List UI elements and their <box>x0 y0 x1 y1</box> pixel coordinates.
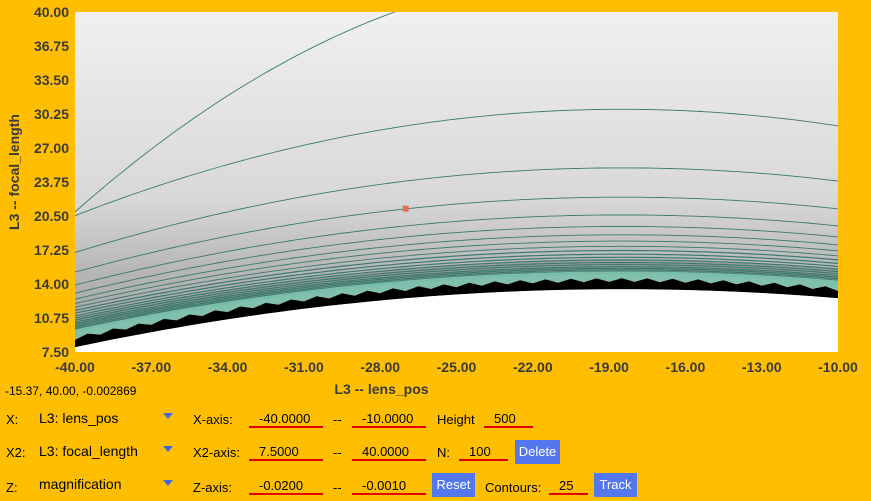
boundary-edge <box>75 278 838 348</box>
x2-label: X2: <box>6 445 26 460</box>
x2axis-dash: -- <box>333 445 342 460</box>
y-tick-label: 10.75 <box>34 310 69 326</box>
x2axis-label: X2-axis: <box>193 445 240 460</box>
y-tick-label: 7.50 <box>42 344 69 360</box>
y-tick-label: 20.50 <box>34 208 69 224</box>
contour-line <box>75 167 838 253</box>
xaxis-label: X-axis: <box>193 412 233 427</box>
contour-line <box>75 269 838 328</box>
contours-label: Contours: <box>485 480 542 495</box>
x2-select[interactable]: L3: focal_length <box>39 443 138 459</box>
reset-button[interactable]: Reset <box>432 473 475 497</box>
contour-line <box>75 259 838 319</box>
contour-line <box>75 234 838 300</box>
n-label: N: <box>437 445 450 460</box>
x-dropdown-icon[interactable] <box>163 413 173 419</box>
y-tick-label: 17.25 <box>34 242 69 258</box>
cursor-readout: -15.37, 40.00, -0.002869 <box>5 384 137 398</box>
contour-line <box>75 256 838 317</box>
x-tick-label: -28.00 <box>360 359 400 375</box>
x-select[interactable]: L3: lens_pos <box>39 410 119 426</box>
y-tick-label: 23.75 <box>34 174 69 190</box>
z-dropdown-icon[interactable] <box>163 480 173 486</box>
y-tick-label: 14.00 <box>34 276 69 292</box>
xaxis-max-input[interactable] <box>352 410 426 428</box>
x2axis-min-input[interactable] <box>249 443 323 461</box>
zaxis-min-input[interactable] <box>249 477 323 495</box>
contour-line <box>75 253 838 314</box>
contour-line <box>75 196 838 273</box>
height-input[interactable] <box>484 410 533 428</box>
zaxis-label: Z-axis: <box>193 480 232 495</box>
zaxis-dash: -- <box>333 480 342 495</box>
contours-input[interactable] <box>549 477 588 495</box>
x-tick-label: -25.00 <box>437 359 477 375</box>
x-tick-label: -22.00 <box>513 359 553 375</box>
contour-line <box>75 249 838 312</box>
z-label: Z: <box>6 480 18 495</box>
x-tick-label: -40.00 <box>55 359 95 375</box>
delete-button[interactable]: Delete <box>515 440 560 464</box>
x-tick-label: -31.00 <box>284 359 324 375</box>
y-tick-label: 40.00 <box>34 4 69 20</box>
x-tick-label: -37.00 <box>131 359 171 375</box>
x-tick-label: -10.00 <box>818 359 858 375</box>
x2-dropdown-icon[interactable] <box>163 446 173 452</box>
z-select[interactable]: magnification <box>39 476 122 492</box>
y-tick-label: 30.25 <box>34 106 69 122</box>
xaxis-min-input[interactable] <box>249 410 323 428</box>
contour-line <box>75 226 838 294</box>
contour-line <box>75 214 838 286</box>
contour-line <box>75 245 838 308</box>
contour-band <box>75 271 838 339</box>
x-axis-title: L3 -- lens_pos <box>334 381 428 397</box>
x2axis-max-input[interactable] <box>352 443 426 461</box>
contour-plot[interactable]: -40.00 -37.00 -34.00 -31.00 -28.00 -25.00 -22.… <box>0 0 871 400</box>
height-label: Height <box>437 412 475 427</box>
contour-line <box>75 264 838 323</box>
x-label: X: <box>6 412 19 427</box>
contour-line <box>75 12 396 213</box>
x-tick-label: -16.00 <box>666 359 706 375</box>
xaxis-dash: -- <box>333 412 342 427</box>
contour-line <box>75 240 838 304</box>
y-tick-label: 33.50 <box>34 72 69 88</box>
contour-line <box>75 267 838 326</box>
y-tick-label: 27.00 <box>34 140 69 156</box>
track-button[interactable]: Track <box>594 473 637 497</box>
track-marker[interactable] <box>402 205 409 212</box>
zaxis-max-input[interactable] <box>352 477 426 495</box>
x-tick-label: -19.00 <box>589 359 629 375</box>
contour-line <box>75 108 838 217</box>
x-tick-label: -13.00 <box>742 359 782 375</box>
y-axis-title: L3 -- focal_length <box>6 114 22 230</box>
n-input[interactable] <box>459 443 508 461</box>
undefined-region <box>75 289 838 352</box>
x-tick-label: -34.00 <box>208 359 248 375</box>
y-tick-label: 36.75 <box>34 38 69 54</box>
contour-line <box>75 262 838 321</box>
contour-line <box>75 266 838 325</box>
